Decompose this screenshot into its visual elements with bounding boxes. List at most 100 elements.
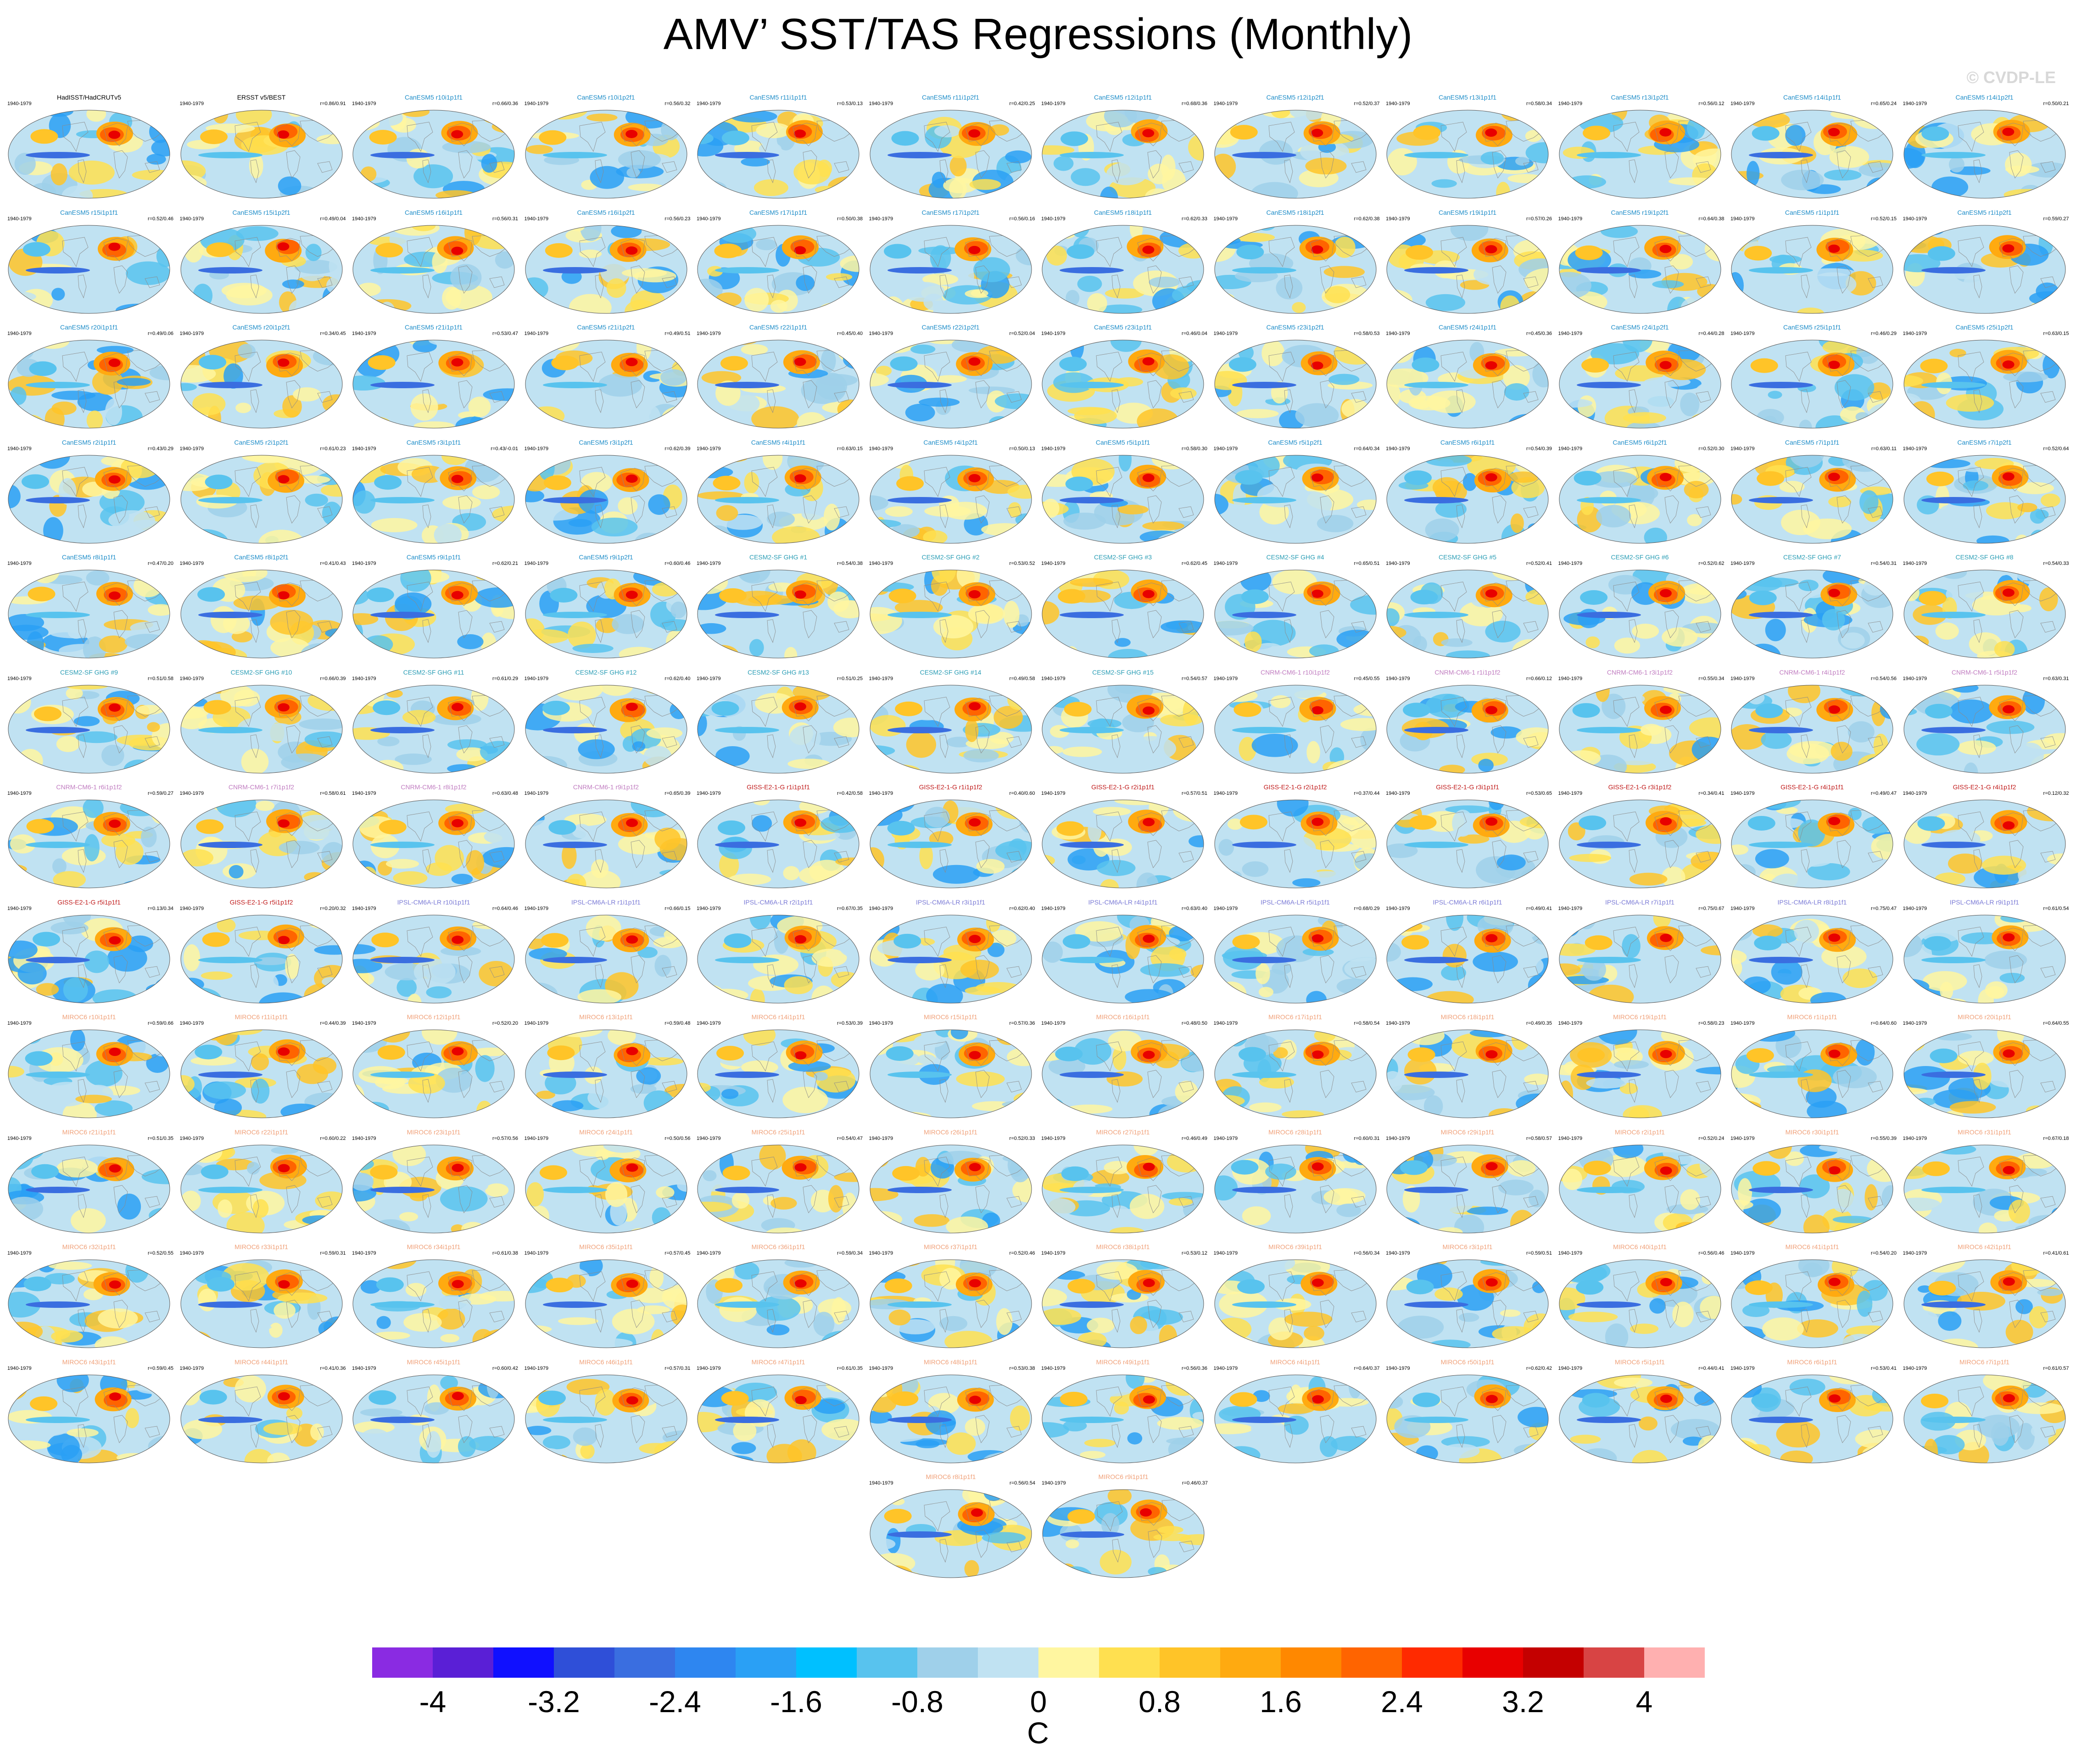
globe-map [1903,455,2065,543]
colorbar-tick-label: -1.6 [770,1685,822,1719]
panel-correlation: r=0.51/0.35 [148,1135,173,1141]
panel-title: CNRM-CM6-1 r7i1p1f2 [228,783,295,791]
globe-map [1214,799,1376,888]
map-panel: CanESM5 r23i1p2f1 1940-1979 r=0.58/0.53 [1210,324,1381,444]
panel-period: 1940-1979 [1386,1250,1410,1256]
panel-correlation: r=0.66/0.12 [1526,675,1552,681]
panel-title: ERSST v5/BEST [237,94,286,101]
map-panel: CanESM5 r15i1p2f1 1940-1979 r=0.49/0.04 [176,209,347,329]
panel-title: CanESM5 r15i1p1f1 [60,208,118,216]
map-panel: CanESM5 r8i1p2f1 1940-1979 r=0.41/0.43 [176,553,347,674]
map-panel: CanESM5 r10i1p2f1 1940-1979 r=0.56/0.32 [521,94,692,214]
panel-correlation: r=0.20/0.32 [320,905,346,911]
panel-title: CanESM5 r13i1p2f1 [1611,94,1669,101]
panel-period: 1940-1979 [1558,905,1583,911]
panel-period: 1940-1979 [697,331,721,336]
panel-correlation: r=0.46/0.29 [1871,331,1897,336]
panel-correlation: r=0.40/0.60 [1009,791,1035,796]
map-panel: CNRM-CM6-1 r3i1p1f2 1940-1979 r=0.55/0.34 [1555,669,1725,789]
panel-correlation: r=0.59/0.45 [148,1365,173,1371]
panel-period: 1940-1979 [7,561,32,566]
map-panel: ERSST v5/BEST 1940-1979 r=0.86/0.91 [176,94,347,214]
panel-period: 1940-1979 [1903,675,1927,681]
panel-correlation: r=0.61/0.54 [2043,905,2069,911]
globe-map [870,799,1032,888]
map-panel: CanESM5 r12i1p1f1 1940-1979 r=0.68/0.36 [1038,94,1208,214]
panel-correlation: r=0.53/0.39 [837,1021,863,1026]
map-panel: CESM2-SF GHG #6 1940-1979 r=0.52/0.62 [1555,553,1725,674]
panel-correlation: r=0.42/0.58 [837,791,863,796]
map-panel: MIROC6 r19i1p1f1 1940-1979 r=0.58/0.23 [1555,1013,1725,1133]
panel-correlation: r=0.56/0.16 [1009,216,1035,222]
panel-correlation: r=0.56/0.23 [664,216,691,222]
map-panel: CanESM5 r4i1p1f1 1940-1979 r=0.63/0.15 [693,439,864,559]
map-panel: CanESM5 r18i1p2f1 1940-1979 r=0.62/0.38 [1210,209,1381,329]
panel-title: CanESM5 r10i1p2f1 [577,94,635,101]
panel-correlation: r=0.58/0.61 [320,791,346,796]
panel-correlation: r=0.64/0.55 [2043,1021,2069,1026]
globe-map [1214,340,1376,429]
map-panel: CESM2-SF GHG #13 1940-1979 r=0.51/0.25 [693,669,864,789]
panel-title: CanESM5 r20i1p1f1 [60,324,118,331]
globe-map [870,1259,1032,1348]
panel-correlation: r=0.50/0.21 [2043,101,2069,106]
map-panel: CanESM5 r25i1p1f1 1940-1979 r=0.46/0.29 [1727,324,1897,444]
colorbar-tick-label: -4 [419,1685,446,1719]
map-panel: MIROC6 r47i1p1f1 1940-1979 r=0.61/0.35 [693,1358,864,1479]
globe-map [1042,110,1204,199]
globe-map [525,225,687,313]
map-panel: CESM2-SF GHG #7 1940-1979 r=0.54/0.31 [1727,553,1897,674]
panel-title: CESM2-SF GHG #14 [920,668,982,676]
panel-title: CanESM5 r3i1p1f1 [406,438,461,446]
map-panel: MIROC6 r46i1p1f1 1940-1979 r=0.57/0.31 [521,1358,692,1479]
panel-correlation: r=0.50/0.56 [664,1135,691,1141]
globe-map [352,225,515,313]
panel-title: CESM2-SF GHG #10 [230,668,292,676]
globe-map [8,685,170,773]
map-panel: GISS-E2-1-G r4i1p1f2 1940-1979 r=0.12/0.32 [1899,783,2070,904]
globe-map [1559,110,1721,199]
panel-title: CanESM5 r7i1p2f1 [1957,438,2012,446]
panel-title: MIROC6 r33i1p1f1 [234,1243,288,1250]
panel-title: IPSL-CM6A-LR r6i1p1f1 [1433,898,1502,906]
panel-period: 1940-1979 [524,905,549,911]
map-panel: CESM2-SF GHG #2 1940-1979 r=0.53/0.52 [865,553,1036,674]
panel-title: MIROC6 r48i1p1f1 [924,1358,977,1366]
panel-title: CESM2-SF GHG #1 [749,553,808,561]
panel-period: 1940-1979 [869,561,893,566]
globe-map [8,225,170,313]
panel-title: GISS-E2-1-G r2i1p1f1 [1091,783,1155,791]
colorbar-tick-label: -2.4 [649,1685,701,1719]
panel-period: 1940-1979 [524,101,549,106]
map-panel: MIROC6 r31i1p1f1 1940-1979 r=0.67/0.18 [1899,1128,2070,1249]
panel-title: MIROC6 r13i1p1f1 [579,1013,633,1021]
panel-period: 1940-1979 [179,1365,204,1371]
panel-correlation: r=0.65/0.39 [664,791,691,796]
globe-map [1386,340,1549,429]
globe-map [1386,225,1549,313]
panel-period: 1940-1979 [1903,1250,1927,1256]
globe-map [1042,1489,1205,1578]
map-panel: CanESM5 r22i1p1f1 1940-1979 r=0.45/0.40 [693,324,864,444]
globe-map [352,1374,515,1463]
panel-correlation: r=0.62/0.45 [1182,561,1207,566]
panel-period: 1940-1979 [697,1021,721,1026]
panel-correlation: r=0.44/0.39 [320,1021,346,1026]
colorbar-swatch [1462,1647,1523,1678]
panel-period: 1940-1979 [1041,791,1066,796]
panel-correlation: r=0.46/0.37 [1182,1480,1208,1486]
map-panel: CESM2-SF GHG #15 1940-1979 r=0.54/0.57 [1038,669,1208,789]
panel-period: 1940-1979 [1213,1021,1238,1026]
panel-period: 1940-1979 [7,905,32,911]
panel-title: CNRM-CM6-1 r3i1p1f2 [1607,668,1673,676]
panel-title: MIROC6 r10i1p1f1 [62,1013,116,1021]
globe-map [697,1144,859,1233]
map-panel: CNRM-CM6-1 r6i1p1f2 1940-1979 r=0.59/0.27 [4,783,174,904]
globe-map [870,225,1032,313]
panel-correlation: r=0.60/0.46 [664,561,691,566]
panel-title: CanESM5 r22i1p1f1 [749,324,808,331]
panel-period: 1940-1979 [7,1135,32,1141]
panel-title: CanESM5 r20i1p2f1 [232,324,290,331]
panel-period: 1940-1979 [1903,446,1927,452]
panel-period: 1940-1979 [1730,675,1755,681]
